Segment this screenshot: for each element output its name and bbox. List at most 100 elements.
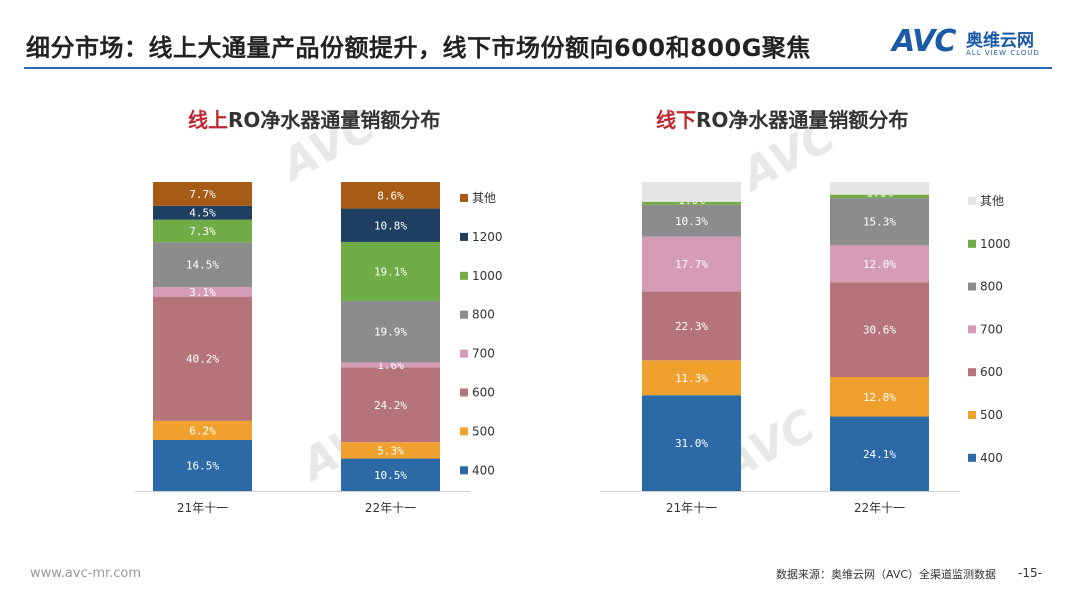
legend-swatch-700: [968, 325, 976, 334]
legend-swatch-1000: [968, 239, 976, 248]
page-number: -15-: [1018, 566, 1042, 580]
legend-label-1000: 1000: [472, 269, 503, 283]
legend-label-1200: 1200: [472, 230, 503, 244]
bar-segment-800-0: [642, 204, 741, 237]
legend-swatch-600: [460, 388, 468, 397]
avc-logo: AVC 奥维云网 ALL VIEW CLOUD: [892, 22, 1062, 66]
offline-chart-title-highlight: 线下: [656, 108, 696, 132]
legend-swatch-其他: [460, 194, 468, 202]
legend-swatch-800: [460, 310, 468, 319]
legend-swatch-400: [968, 453, 976, 462]
data-label: 7.7%: [189, 188, 216, 201]
bar-segment-500-0: [642, 360, 741, 396]
bar-segment-1200-1: [341, 208, 440, 242]
online-chart-title-highlight: 线上: [188, 108, 228, 132]
data-label: 5.3%: [377, 444, 404, 457]
data-label: 31.0%: [675, 437, 708, 450]
bar-segment-800-1: [830, 198, 929, 246]
footer-url: www.avc-mr.com: [30, 566, 142, 581]
bar-segment-400-1: [341, 458, 440, 491]
bar-segment-1000-1: [830, 194, 929, 199]
bar-segment-400-1: [830, 416, 929, 491]
logo-mark: AVC: [892, 24, 956, 59]
bar-segment-1200-0: [153, 205, 252, 220]
legend-swatch-600: [968, 368, 976, 377]
logo-cn: 奥维云网: [966, 31, 1034, 51]
footer-source: 数据来源：奥维云网（AVC）全渠道监测数据: [776, 568, 997, 581]
category-label: 22年十一: [365, 501, 416, 515]
data-label: 17.7%: [675, 258, 708, 271]
legend-label-500: 500: [980, 408, 1003, 422]
bar-segment-600-1: [341, 367, 440, 443]
bar-segment-500-1: [341, 442, 440, 459]
data-label: 6.2%: [189, 424, 216, 437]
bar-segment-700-1: [341, 362, 440, 368]
data-label: 40.2%: [186, 353, 219, 366]
data-label: 8.6%: [377, 189, 404, 202]
data-label: 7.3%: [189, 225, 216, 238]
category-label: 21年十一: [177, 501, 228, 515]
category-label: 22年十一: [854, 501, 905, 515]
bar-segment-400-0: [642, 395, 741, 491]
data-label: 19.1%: [374, 265, 407, 278]
data-label: 24.2%: [374, 399, 407, 412]
offline-chart-title: 线下RO净水器通量销额分布: [656, 104, 908, 133]
data-label: 15.3%: [863, 216, 896, 229]
legend-swatch-1200: [460, 232, 468, 241]
logo-en: ALL VIEW CLOUD: [966, 49, 1040, 57]
online-chart-title-rest: RO净水器通量销额分布: [228, 108, 441, 132]
legend-swatch-500: [968, 411, 976, 419]
offline-chart-title-rest: RO净水器通量销额分布: [696, 108, 909, 132]
bar-segment-1000-1: [341, 241, 440, 301]
bar-segment-其他-1: [341, 182, 440, 209]
data-label: 22.3%: [675, 320, 708, 333]
bar-segment-其他-0: [153, 182, 252, 206]
legend-swatch-500: [460, 427, 468, 436]
data-label: 12.0%: [863, 258, 896, 271]
legend-label-800: 800: [472, 308, 495, 322]
legend-label-700: 700: [980, 322, 1003, 336]
legend-swatch-其他: [968, 197, 976, 205]
bar-segment-其他-1: [830, 182, 929, 195]
legend-swatch-800: [968, 282, 976, 291]
data-label: 12.8%: [863, 391, 896, 404]
legend-swatch-700: [460, 349, 468, 358]
data-label: 11.3%: [675, 372, 708, 385]
bar-segment-700-0: [153, 287, 252, 297]
data-label: 14.5%: [186, 259, 219, 272]
legend-label-500: 500: [472, 424, 495, 438]
data-label: 10.5%: [374, 469, 407, 482]
data-label: 19.9%: [374, 326, 407, 339]
data-label: 4.5%: [189, 207, 216, 220]
legend-label-其他: 其他: [980, 194, 1004, 208]
bar-segment-600-0: [153, 296, 252, 421]
bar-segment-800-0: [153, 242, 252, 288]
legend-label-800: 800: [980, 280, 1003, 294]
bar-segment-1000-0: [153, 219, 252, 243]
legend-label-1000: 1000: [980, 237, 1011, 251]
data-label: 24.1%: [863, 448, 896, 461]
data-label: 10.3%: [675, 215, 708, 228]
legend-label-400: 400: [472, 463, 495, 477]
data-label: 3.1%: [189, 286, 216, 299]
category-label: 21年十一: [666, 501, 717, 515]
legend-swatch-400: [460, 466, 468, 475]
legend-label-700: 700: [472, 347, 495, 361]
bar-segment-600-1: [830, 282, 929, 377]
bar-segment-500-1: [830, 376, 929, 417]
legend-label-600: 600: [980, 365, 1003, 379]
bar-segment-800-1: [341, 300, 440, 363]
legend-swatch-1000: [460, 271, 468, 280]
bar-segment-700-0: [642, 236, 741, 292]
data-label: 16.5%: [186, 460, 219, 473]
bar-segment-700-1: [830, 245, 929, 283]
legend-label-其他: 其他: [472, 191, 496, 205]
data-label: 10.8%: [374, 219, 407, 232]
bar-segment-其他-0: [642, 182, 741, 202]
legend-label-400: 400: [980, 451, 1003, 465]
bar-segment-1000-0: [642, 201, 741, 205]
title-divider: [24, 67, 1052, 69]
bar-segment-600-0: [642, 291, 741, 361]
